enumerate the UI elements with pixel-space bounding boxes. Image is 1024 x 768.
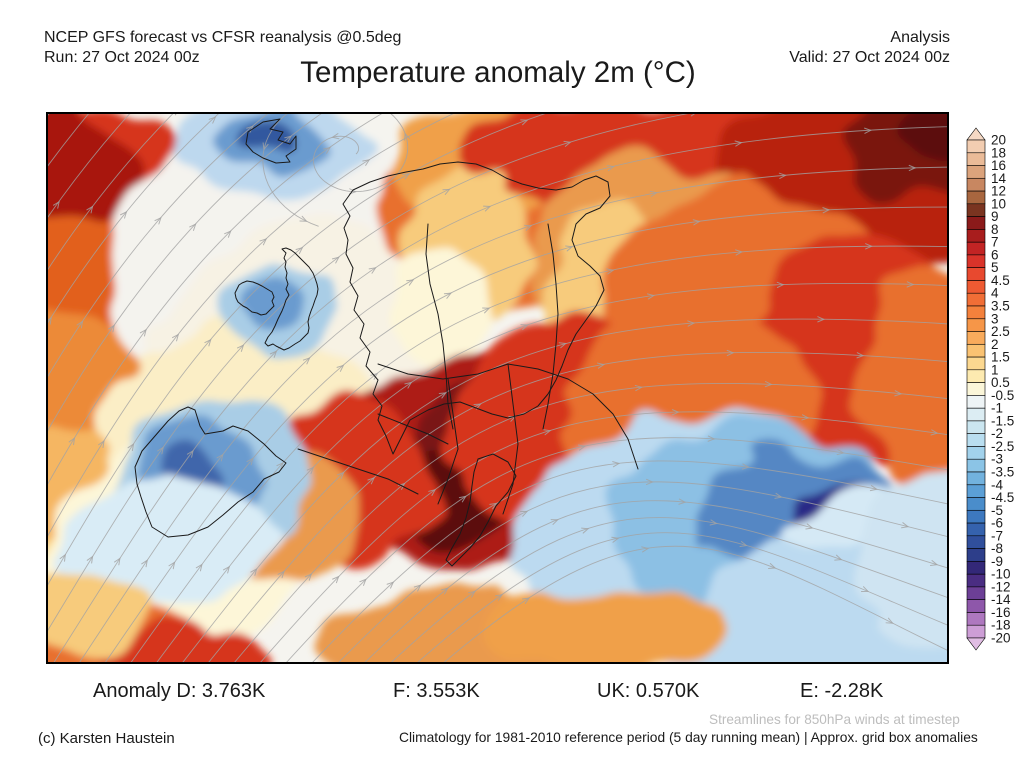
svg-text:-20: -20 (991, 631, 1011, 646)
